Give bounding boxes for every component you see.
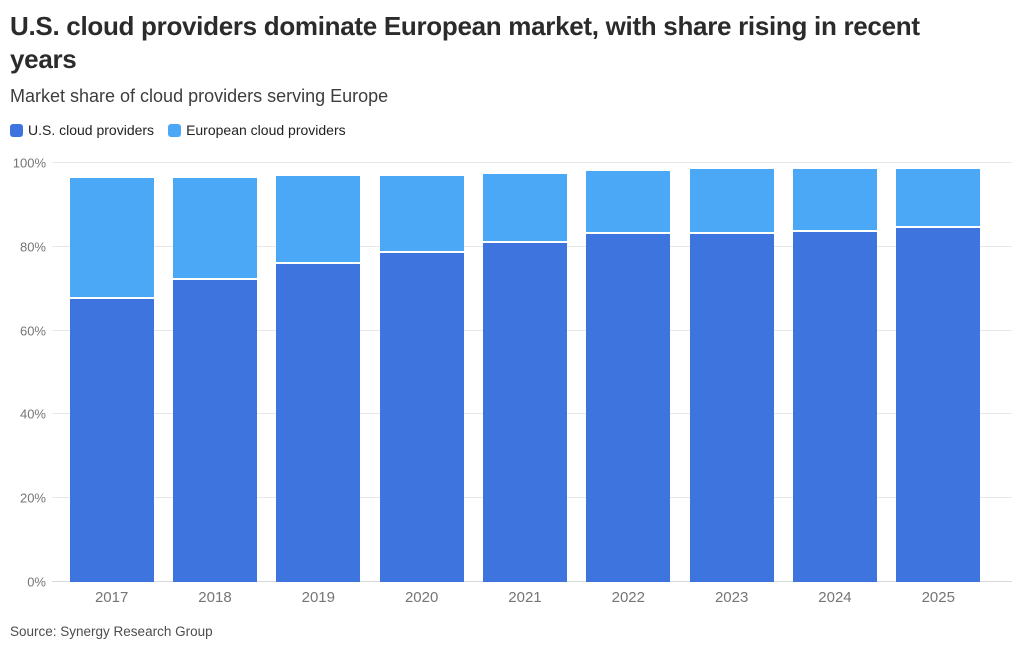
bar-slot-2019: [267, 163, 370, 582]
y-tick-label-40: 40%: [19, 406, 46, 422]
bar-2025: [896, 163, 981, 582]
bar-segment-european-2019[interactable]: [276, 175, 361, 264]
x-tick-label-2025: 2025: [921, 589, 955, 606]
source-note: Source: Synergy Research Group: [10, 624, 213, 639]
bar-segment-us-2025[interactable]: [896, 227, 981, 582]
bar-segment-european-2023[interactable]: [689, 169, 774, 235]
bar-slot-2021: [473, 163, 576, 582]
bar-2021: [482, 163, 567, 582]
x-axis-labels: 2017 2018 2019 2020 2021 2022 2023 2024 2025: [60, 589, 990, 606]
legend-swatch-european-icon: [168, 123, 182, 137]
bar-slot-2023: [680, 163, 783, 582]
bar-segment-us-2017[interactable]: [69, 299, 154, 582]
bar-segment-us-2020[interactable]: [379, 253, 464, 582]
bar-slot-2022: [577, 163, 680, 582]
bar-segment-us-2021[interactable]: [482, 242, 567, 582]
x-tick-label-2021: 2021: [508, 589, 542, 606]
gridline-100: [52, 162, 1012, 163]
chart-subtitle: Market share of cloud providers serving …: [10, 86, 389, 106]
bar-segment-european-2020[interactable]: [379, 175, 464, 254]
bar-slot-2025: [887, 163, 990, 582]
legend-label-us: U.S. cloud providers: [28, 122, 155, 138]
y-tick-label-0: 0%: [27, 574, 46, 590]
bar-slot-2018: [163, 163, 266, 582]
bar-2022: [586, 163, 671, 582]
y-tick-label-20: 20%: [19, 490, 46, 506]
bar-segment-us-2023[interactable]: [689, 234, 774, 582]
legend-item-us: U.S. cloud providers: [10, 122, 154, 138]
x-tick-label-2018: 2018: [198, 589, 232, 606]
bar-2020: [379, 163, 464, 582]
bar-slot-2017: [60, 163, 163, 582]
bar-segment-us-2018[interactable]: [172, 280, 257, 582]
bar-2023: [689, 163, 774, 582]
bar-segment-us-2019[interactable]: [276, 263, 361, 582]
y-tick-label-100: 100%: [12, 155, 46, 171]
legend-swatch-us-icon: [10, 123, 23, 137]
chart-legend: U.S. cloud providers European cloud prov…: [10, 122, 346, 138]
y-tick-label-80: 80%: [19, 239, 46, 255]
chart-title: U.S. cloud providers dominate European m…: [10, 11, 920, 74]
y-tick-label-60: 60%: [19, 323, 46, 339]
x-tick-label-2020: 2020: [404, 589, 439, 606]
y-axis-labels: 0% 20% 40% 60% 80% 100%: [0, 156, 46, 590]
bar-slot-2024: [783, 163, 886, 582]
bar-segment-european-2024[interactable]: [792, 169, 877, 233]
legend-label-european: European cloud providers: [186, 122, 346, 138]
bar-slot-2020: [370, 163, 473, 582]
bar-segment-european-2025[interactable]: [896, 169, 981, 228]
bar-segment-european-2017[interactable]: [69, 177, 154, 300]
x-tick-label-2017: 2017: [94, 589, 129, 606]
x-tick-label-2022: 2022: [611, 589, 645, 606]
bar-2024: [792, 163, 877, 582]
x-tick-label-2024: 2024: [818, 589, 852, 606]
bar-segment-european-2018[interactable]: [172, 177, 257, 281]
x-tick-label-2023: 2023: [714, 589, 749, 606]
bar-segment-european-2022[interactable]: [586, 171, 671, 235]
bar-segment-us-2024[interactable]: [792, 232, 877, 582]
bar-segment-european-2021[interactable]: [482, 173, 567, 243]
bar-2019: [276, 163, 361, 582]
legend-item-european: European cloud providers: [168, 122, 346, 138]
x-tick-label-2019: 2019: [301, 589, 335, 606]
bar-2018: [172, 163, 257, 582]
bar-segment-us-2022[interactable]: [586, 234, 671, 582]
bars-container: [60, 163, 990, 582]
bar-2017: [69, 163, 154, 582]
